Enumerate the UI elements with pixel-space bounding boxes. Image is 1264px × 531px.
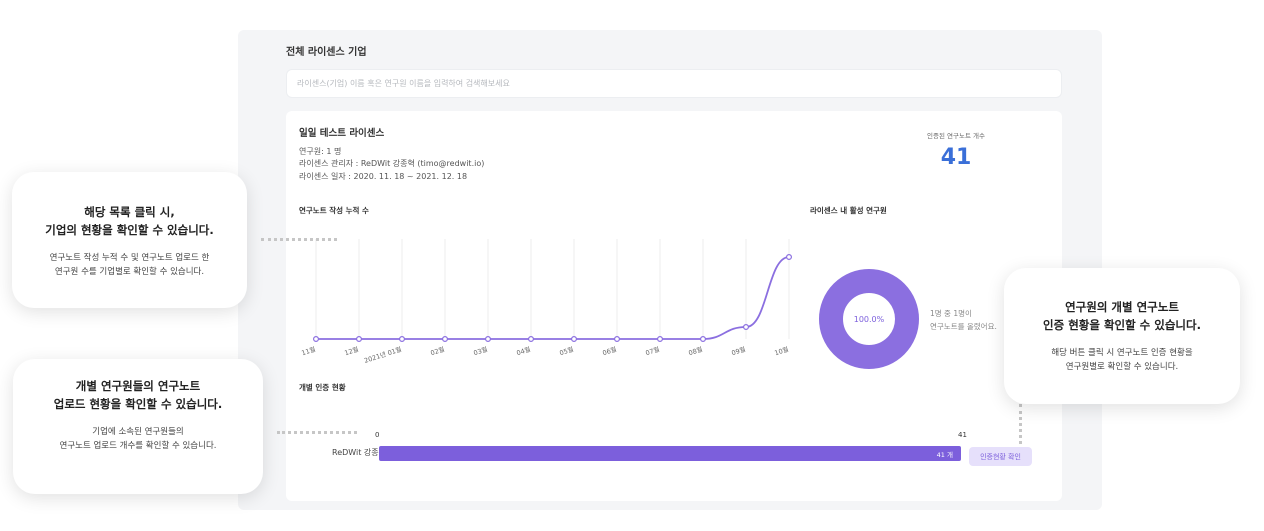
donut-center-label: 100.0% bbox=[854, 315, 885, 324]
callout3-body-line2: 연구원별로 확인할 수 있습니다. bbox=[1065, 362, 1179, 372]
connector-dots-2 bbox=[277, 431, 357, 434]
callout-license-status: 해당 목록 클릭 시, 기업의 현황을 확인할 수 있습니다. 연구노트 작성 … bbox=[12, 172, 247, 308]
callout3-body-line1: 해당 버튼 클릭 시 연구노트 인증 현황을 bbox=[1051, 348, 1193, 358]
x-tick-label: 08월 bbox=[687, 344, 703, 357]
data-point bbox=[528, 335, 535, 342]
x-tick-label: 03월 bbox=[472, 344, 488, 357]
page-title: 전체 라이센스 기업 bbox=[286, 47, 367, 58]
data-point bbox=[313, 335, 320, 342]
data-point bbox=[786, 254, 793, 261]
callout2-title-line2: 업로드 현황을 확인할 수 있습니다. bbox=[53, 397, 223, 411]
license-panel: 전체 라이센스 기업 일일 테스트 라이센스 연구원: 1 명 라이센스 관리자… bbox=[238, 30, 1102, 510]
upload-bar-fill: 41 개 bbox=[379, 446, 961, 461]
search-box[interactable] bbox=[286, 69, 1062, 98]
x-tick-label: 10월 bbox=[773, 344, 789, 357]
callout2-body-line2: 연구노트 업로드 개수를 확인할 수 있습니다. bbox=[59, 441, 217, 451]
callout1-body-line1: 연구노트 작성 누적 수 및 연구노트 업로드 한 bbox=[49, 253, 210, 263]
upload-bar-value: 41 개 bbox=[936, 451, 953, 459]
search-input[interactable] bbox=[287, 70, 1061, 97]
x-tick-label: 12월 bbox=[343, 344, 359, 357]
data-point bbox=[614, 335, 621, 342]
x-tick-label: 11월 bbox=[300, 344, 316, 357]
donut-note-line1: 1명 중 1명이 bbox=[930, 309, 972, 318]
data-point bbox=[485, 335, 492, 342]
active-researchers-donut-chart: 100.0% bbox=[819, 269, 919, 369]
x-tick-label: 07월 bbox=[644, 344, 660, 357]
bar-section-title: 개별 인증 현황 bbox=[299, 383, 346, 392]
x-tick-label: 2021년 01월 bbox=[363, 344, 403, 365]
data-point bbox=[657, 335, 664, 342]
license-admin: 라이센스 관리자 : ReDWit 강종혁 (timo@redwit.io) bbox=[299, 159, 485, 168]
data-point bbox=[398, 335, 405, 342]
license-period: 라이센스 일자 : 2020. 11. 18 ~ 2021. 12. 18 bbox=[299, 172, 468, 181]
data-point bbox=[355, 335, 362, 342]
certified-count-label: 인증된 연구노트 개수 bbox=[927, 132, 985, 140]
callout3-body: 해당 버튼 클릭 시 연구노트 인증 현황을 연구원별로 확인할 수 있습니다. bbox=[1004, 346, 1240, 374]
callout-verify-status: 연구원의 개별 연구노트 인증 현황을 확인할 수 있습니다. 해당 버튼 클릭… bbox=[1004, 268, 1240, 404]
donut-note-line2: 연구노트를 올렸어요. bbox=[930, 322, 997, 331]
bar-axis-min: 0 bbox=[375, 431, 380, 439]
cumulative-notes-line-chart: 11월 12월 2021년 01월 02월 03월 04월 05월 06월 07월 08월 09월 1… bbox=[300, 239, 793, 365]
callout2-body-line1: 기업에 소속된 연구원들의 bbox=[92, 427, 184, 437]
verify-status-button[interactable]: 인증현황 확인 bbox=[969, 447, 1032, 466]
license-researchers: 연구원: 1 명 bbox=[299, 147, 342, 156]
x-tick-label: 09월 bbox=[730, 344, 746, 357]
callout-upload-status: 개별 연구원들의 연구노트 업로드 현황을 확인할 수 있습니다. 기업에 소속… bbox=[13, 359, 263, 494]
callout2-title-line1: 개별 연구원들의 연구노트 bbox=[75, 379, 201, 393]
bar-axis-max: 41 bbox=[958, 431, 967, 439]
x-tick-label: 04월 bbox=[515, 344, 531, 357]
connector-dots-1 bbox=[261, 238, 337, 241]
x-tick-label: 05월 bbox=[558, 344, 574, 357]
data-point bbox=[743, 323, 750, 330]
x-tick-label: 06월 bbox=[601, 344, 617, 357]
data-point bbox=[700, 335, 707, 342]
certified-count-value: 41 bbox=[940, 145, 972, 170]
researcher-name: ReDWit 강종혁 bbox=[332, 448, 386, 457]
x-tick-label: 02월 bbox=[429, 344, 445, 357]
donut-chart-title: 라이센스 내 활성 연구원 bbox=[810, 206, 887, 215]
upload-bar-track: 41 개 bbox=[379, 446, 961, 461]
callout3-title-line2: 인증 현황을 확인할 수 있습니다. bbox=[1043, 318, 1201, 332]
callout3-title-line1: 연구원의 개별 연구노트 bbox=[1065, 300, 1179, 314]
connector-dots-3 bbox=[1019, 404, 1022, 444]
license-card[interactable]: 일일 테스트 라이센스 연구원: 1 명 라이센스 관리자 : ReDWit 강… bbox=[286, 111, 1062, 501]
callout1-title-line1: 해당 목록 클릭 시, bbox=[84, 205, 175, 219]
data-point bbox=[571, 335, 578, 342]
line-chart-title: 연구노트 작성 누적 수 bbox=[299, 206, 369, 215]
donut-hole bbox=[844, 294, 894, 344]
series-line bbox=[316, 256, 790, 340]
data-point bbox=[442, 335, 449, 342]
callout2-body: 기업에 소속된 연구원들의 연구노트 업로드 개수를 확인할 수 있습니다. bbox=[13, 425, 263, 453]
callout1-title-line2: 기업의 현황을 확인할 수 있습니다. bbox=[45, 223, 214, 237]
callout1-body-line2: 연구원 수를 기업별로 확인할 수 있습니다. bbox=[54, 267, 205, 277]
callout1-body: 연구노트 작성 누적 수 및 연구노트 업로드 한 연구원 수를 기업별로 확인… bbox=[12, 251, 247, 279]
donut-note: 1명 중 1명이 연구노트를 올렸어요. bbox=[930, 307, 997, 333]
donut-slice bbox=[819, 269, 919, 369]
license-name: 일일 테스트 라이센스 bbox=[299, 128, 385, 139]
